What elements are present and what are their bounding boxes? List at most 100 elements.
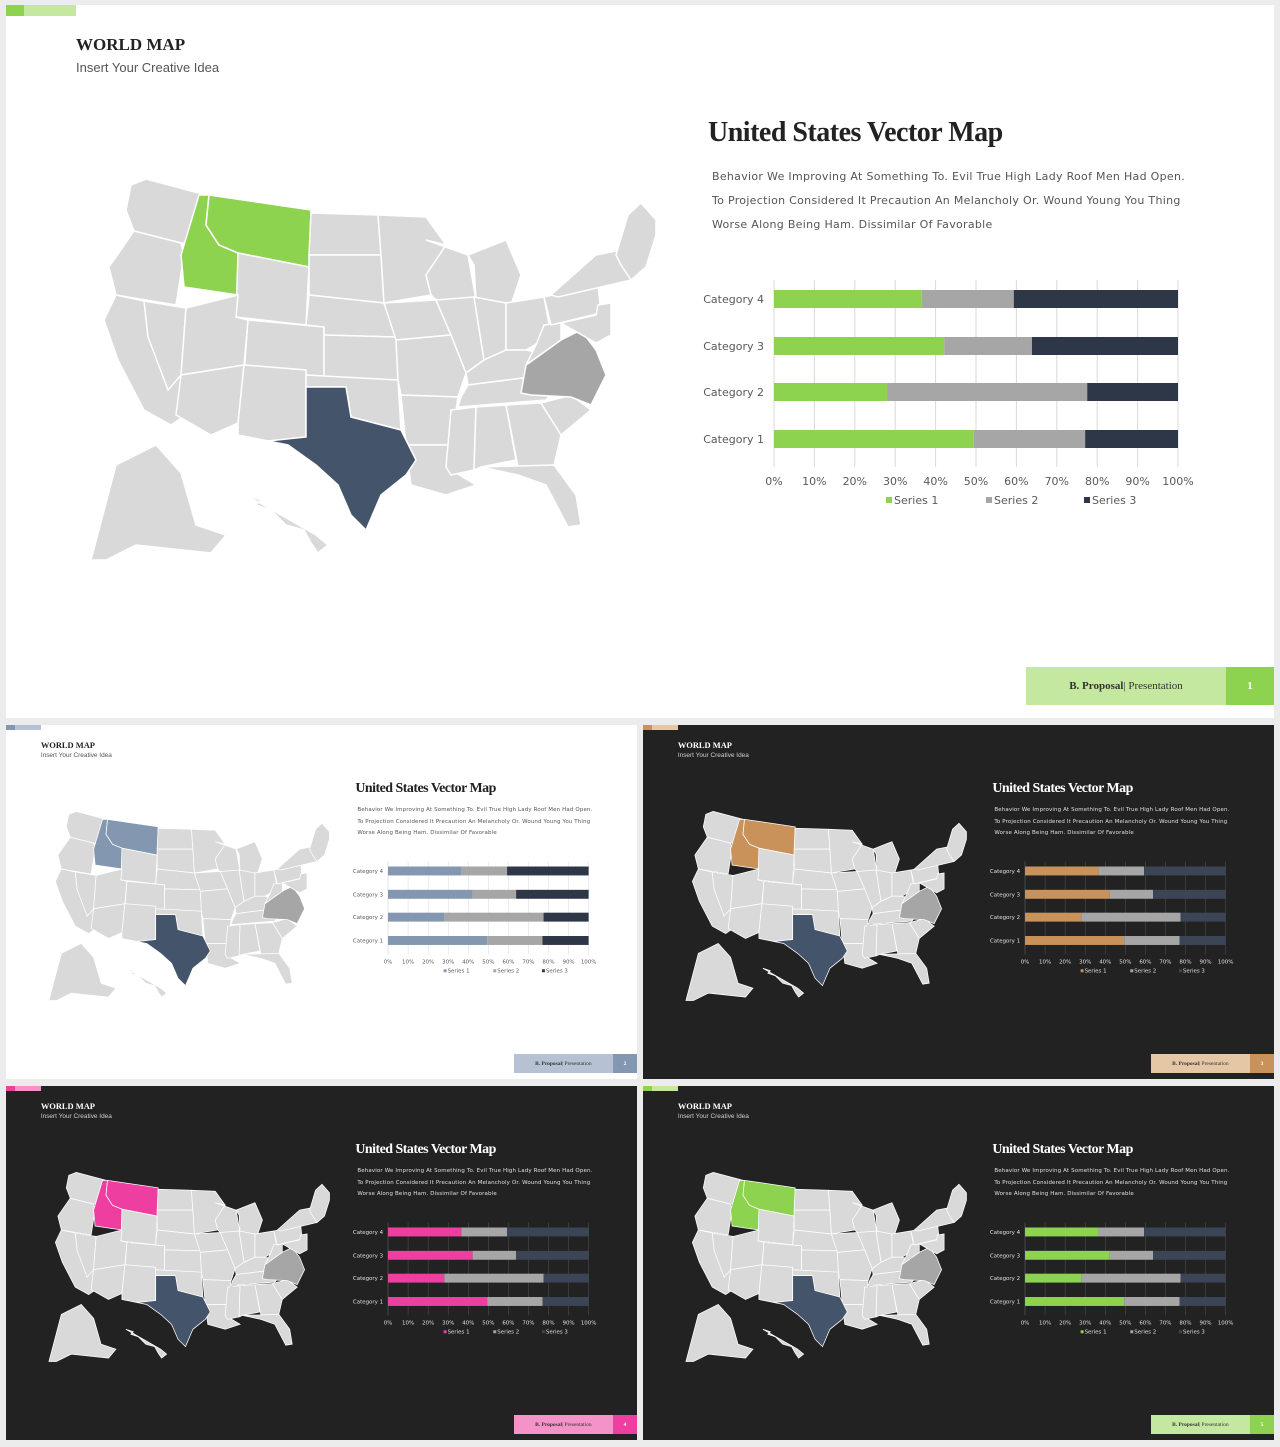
legend-label: Series 3 <box>546 1330 569 1336</box>
map-heading: United States Vector Map <box>355 1141 496 1157</box>
x-tick-label: 70% <box>1159 959 1171 965</box>
legend-swatch <box>1178 1330 1182 1334</box>
us-map <box>685 1171 967 1362</box>
description-line: Behavior We Improving At Something To. E… <box>357 1167 593 1174</box>
x-tick-label: 40% <box>462 1320 474 1326</box>
footer-label: | Presentation <box>1199 1060 1229 1067</box>
description-text: Behavior We Improving At Something To. E… <box>357 805 592 841</box>
x-tick-label: 30% <box>1079 1320 1091 1326</box>
legend-label: Series 2 <box>497 1330 519 1336</box>
state-oregon <box>57 1197 96 1236</box>
slide-1[interactable]: WORLD MAP Insert Your Creative Idea United… <box>6 5 1274 718</box>
state-new-england <box>615 201 657 282</box>
bar-series-3-category-1 <box>1179 936 1226 945</box>
state-new-mexico <box>758 1264 794 1303</box>
legend-label: Series 1 <box>894 494 938 507</box>
page-number: 1 <box>1226 667 1274 705</box>
stacked-bar-chart: 0% 10% 20% 30% 40% 50% 60% 70% 80% 90% 100% Categor… <box>990 861 1233 975</box>
x-tick-label: 30% <box>442 1320 454 1326</box>
bar-series-1-category-3 <box>1025 889 1110 899</box>
state-south-carolina <box>271 918 298 940</box>
slide-5[interactable]: WORLD MAP Insert Your Creative Idea United… <box>643 1086 1274 1440</box>
accent-bar <box>6 1086 41 1092</box>
accent-bar-dark <box>6 5 24 16</box>
legend-swatch <box>1084 497 1090 503</box>
description-line: Behavior We Improving At Something To. E… <box>712 170 1186 183</box>
state-michigan <box>872 1202 900 1236</box>
x-tick-label: 70% <box>522 959 534 965</box>
x-tick-label: 70% <box>1045 475 1069 488</box>
state-oregon <box>57 836 96 875</box>
state-mississippi <box>445 406 477 476</box>
description-text: Behavior We Improving At Something To. E… <box>994 1166 1229 1202</box>
footer-banner: B. Proposal | Presentation 2 <box>513 1054 637 1074</box>
description-line: To Projection Considered It Precaution A… <box>712 194 1181 207</box>
slide-title: WORLD MAP <box>40 739 95 750</box>
accent-bar-dark <box>643 725 652 731</box>
state-mississippi <box>861 1285 878 1320</box>
x-tick-label: 50% <box>1119 959 1131 965</box>
accent-bar <box>643 1086 678 1092</box>
bar-series-1-category-4 <box>1025 866 1099 876</box>
accent-bar <box>6 5 76 16</box>
bar-series-2-category-3 <box>1109 1250 1154 1260</box>
accent-bar-dark <box>643 1086 652 1092</box>
page-number: 5 <box>1250 1415 1274 1435</box>
accent-bar-light <box>651 1086 678 1092</box>
footer-text: B. Proposal | Presentation <box>1150 1054 1251 1074</box>
x-tick-label: 50% <box>964 475 988 488</box>
legend-swatch <box>541 969 545 973</box>
state-hawaii <box>762 967 805 998</box>
bar-series-1-category-2 <box>388 1273 445 1283</box>
category-label: Category 3 <box>990 1253 1021 1259</box>
state-new-jersey-maryland <box>918 872 945 894</box>
state-north-carolina-virginia <box>520 329 607 406</box>
accent-bar-light <box>651 725 678 731</box>
x-tick-label: 0% <box>765 475 782 488</box>
footer-brand: B. Proposal <box>1172 1060 1200 1067</box>
bar-series-1-category-1 <box>388 936 488 945</box>
state-north-dakota <box>793 827 831 850</box>
legend-label: Series 3 <box>546 969 569 975</box>
x-tick-label: 10% <box>1039 959 1051 965</box>
map-and-chart: 0% 10% 20% 30% 40% 50% 60% 70% 80% 90% 100% Categor… <box>685 810 1233 1001</box>
bar-series-2-category-3 <box>944 337 1032 355</box>
state-wisconsin <box>214 841 241 872</box>
x-tick-label: 50% <box>482 1320 494 1326</box>
slide-title: WORLD MAP <box>40 1100 95 1111</box>
x-tick-label: 60% <box>502 959 514 965</box>
category-label: Category 4 <box>703 293 764 306</box>
footer-brand: B. Proposal <box>535 1421 563 1428</box>
x-tick-label: 20% <box>422 959 434 965</box>
x-tick-label: 100% <box>581 1320 597 1326</box>
legend-swatch <box>1130 1330 1134 1334</box>
slide-3[interactable]: WORLD MAP Insert Your Creative Idea United… <box>643 725 1274 1079</box>
state-hawaii <box>125 1328 168 1359</box>
category-label: Category 1 <box>990 1299 1020 1305</box>
bar-series-2-category-1 <box>1124 1297 1180 1306</box>
footer-banner: B. Proposal | Presentation 4 <box>513 1415 637 1435</box>
stacked-bar-chart: 0% 10% 20% 30% 40% 50% 60% 70% 80% 90% 100% Categor… <box>353 861 596 975</box>
stacked-bar-chart: 0% 10% 20% 30% 40% 50% 60% 70% 80% 90% 100% Categor… <box>703 280 1194 507</box>
slide-subtitle: Insert Your Creative Idea <box>40 752 112 760</box>
bar-series-3-category-1 <box>542 1297 589 1306</box>
category-label: Category 1 <box>353 938 383 944</box>
accent-bar-dark <box>6 1086 15 1092</box>
state-north-dakota <box>156 827 194 850</box>
x-tick-label: 100% <box>1218 1320 1234 1326</box>
state-hawaii <box>125 967 168 998</box>
state-north-carolina-virginia <box>261 1246 306 1286</box>
x-tick-label: 10% <box>802 475 826 488</box>
bar-series-3-category-4 <box>507 1227 589 1237</box>
state-oregon <box>694 1197 733 1236</box>
bar-series-2-category-3 <box>472 1250 517 1260</box>
x-tick-label: 20% <box>422 1320 434 1326</box>
stacked-bar-chart: 0% 10% 20% 30% 40% 50% 60% 70% 80% 90% 100% Categor… <box>990 1222 1234 1336</box>
slide-4[interactable]: WORLD MAP Insert Your Creative Idea United… <box>6 1086 637 1440</box>
category-label: Category 4 <box>353 869 384 875</box>
state-alaska <box>90 444 228 561</box>
x-tick-label: 10% <box>1039 1320 1051 1326</box>
state-alabama <box>238 1284 261 1318</box>
description-line: Worse Along Being Ham. Dissimilar Of Fav… <box>994 1191 1134 1198</box>
slide-2[interactable]: WORLD MAP Insert Your Creative Idea United… <box>6 725 637 1079</box>
